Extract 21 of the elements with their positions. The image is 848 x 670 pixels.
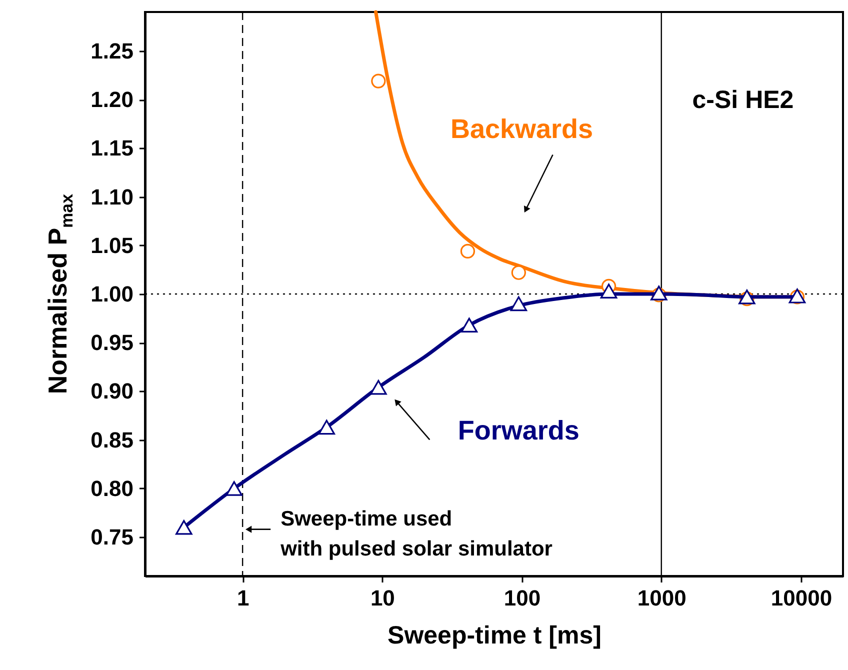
series-label: Backwards <box>450 114 594 144</box>
text: Forwards <box>458 416 580 446</box>
y-tick-label: 0.90 <box>90 378 134 404</box>
y-tick-label: 1.15 <box>90 136 134 161</box>
x-tick-label: 100 <box>504 586 541 610</box>
x-tick-label: 10000 <box>770 586 832 610</box>
y-tick-label: 1.05 <box>90 232 134 258</box>
y-tick-label: 0.95 <box>90 330 134 356</box>
y-tick-label: 1.10 <box>90 184 134 210</box>
x-tick-label: 10 <box>370 586 395 610</box>
annotation: Sweep-time used with pulsed solar simulator <box>280 507 552 560</box>
y-tick-label: 1.20 <box>90 87 134 112</box>
annotation: c-Si HE2 <box>692 86 794 114</box>
x-axis-title: Sweep-time t [ms] <box>388 622 602 650</box>
y-tick-label: 1.25 <box>90 38 134 64</box>
y-tick-label: 0.80 <box>90 476 134 501</box>
x-tick-label: 1000 <box>637 586 686 610</box>
x-tick-label: 1 <box>236 586 250 610</box>
y-tick-label: 0.85 <box>90 427 134 452</box>
y-tick-label: 1.00 <box>90 282 134 306</box>
y-tick-label: 0.75 <box>90 524 134 550</box>
